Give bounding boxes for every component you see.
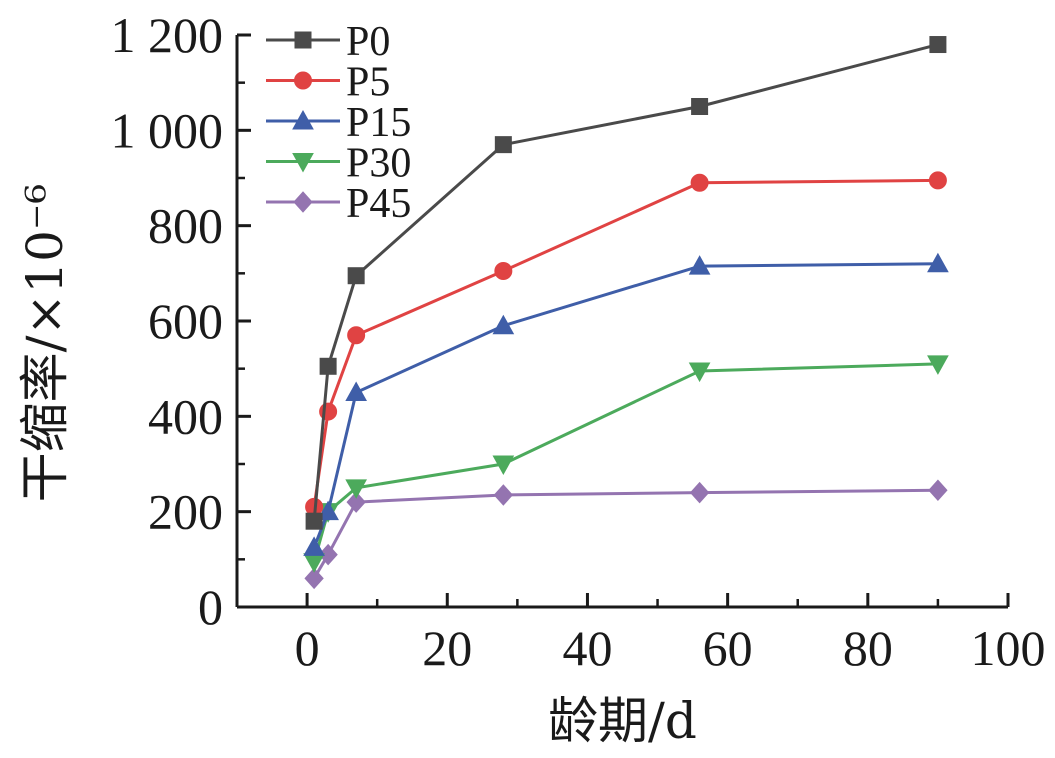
legend-marker-p30 <box>292 153 314 173</box>
y-tick-label: 0 <box>198 579 223 635</box>
data-point-p15 <box>492 314 515 335</box>
data-point-p45 <box>304 567 324 590</box>
data-point-p5 <box>347 326 366 345</box>
y-tick-label: 1 000 <box>111 102 224 158</box>
series-line-p30 <box>312 362 938 563</box>
legend-label-p15: P15 <box>346 100 411 146</box>
legend-label-p5: P5 <box>346 60 390 106</box>
legend-item-p45: P45 <box>266 181 411 227</box>
data-point-p0 <box>494 136 512 154</box>
legend-marker-p15 <box>292 109 314 130</box>
legend-marker-p0 <box>294 31 312 49</box>
legend-label-p45: P45 <box>346 181 411 227</box>
x-tick-label: 80 <box>843 620 893 676</box>
series-layer <box>303 36 949 590</box>
data-point-p15 <box>688 255 711 275</box>
x-tick-label: 40 <box>562 620 612 676</box>
legend-label-p0: P0 <box>346 19 390 65</box>
series-p0 <box>305 36 947 530</box>
data-point-p45 <box>928 479 948 501</box>
y-tick-label: 200 <box>148 484 223 540</box>
data-point-p15 <box>345 381 368 401</box>
series-line-p0 <box>312 43 939 522</box>
data-point-p5 <box>928 171 947 190</box>
data-point-p15 <box>317 500 339 521</box>
data-point-p45 <box>689 481 710 504</box>
data-point-p45 <box>346 491 366 513</box>
y-tick-label: 600 <box>148 293 223 349</box>
legend-marker-p45 <box>293 191 313 213</box>
y-tick-label: 800 <box>148 198 223 254</box>
data-point-p5 <box>690 173 709 192</box>
y-tick-label: 400 <box>148 388 223 444</box>
legend-item-p5: P5 <box>266 60 390 106</box>
data-point-p5 <box>494 261 513 280</box>
data-point-p15 <box>303 536 325 556</box>
data-point-p0 <box>319 357 337 375</box>
x-tick-label: 0 <box>295 620 320 676</box>
series-p15 <box>303 252 949 556</box>
y-tick-label: 1 200 <box>111 7 224 63</box>
data-point-p30 <box>927 355 949 375</box>
series-p30 <box>303 355 949 573</box>
x-tick-label: 20 <box>422 620 472 676</box>
series-p45 <box>304 479 948 590</box>
x-axis-title: 龄期/d <box>548 692 697 750</box>
data-point-p30 <box>345 479 368 499</box>
legend-marker-p5 <box>294 71 312 90</box>
series-p5 <box>305 171 947 516</box>
legend-label-p30: P30 <box>346 141 411 187</box>
data-point-p30 <box>492 455 515 476</box>
legend-item-p30: P30 <box>266 141 411 187</box>
x-tick-label: 100 <box>971 620 1046 676</box>
legend-item-p0: P0 <box>266 19 390 65</box>
data-point-p0 <box>691 98 709 115</box>
data-point-p0 <box>347 267 365 285</box>
y-axis-title: 干缩率/×10⁻⁶ <box>16 184 74 503</box>
data-point-p0 <box>305 512 323 530</box>
data-point-p0 <box>929 36 947 54</box>
series-line-p45 <box>312 488 938 580</box>
data-point-p15 <box>927 252 949 273</box>
legend-item-p15: P15 <box>266 100 411 146</box>
x-tick-label: 60 <box>703 620 753 676</box>
data-point-p45 <box>493 484 514 506</box>
data-point-p30 <box>688 362 711 383</box>
series-line-p5 <box>312 178 938 508</box>
